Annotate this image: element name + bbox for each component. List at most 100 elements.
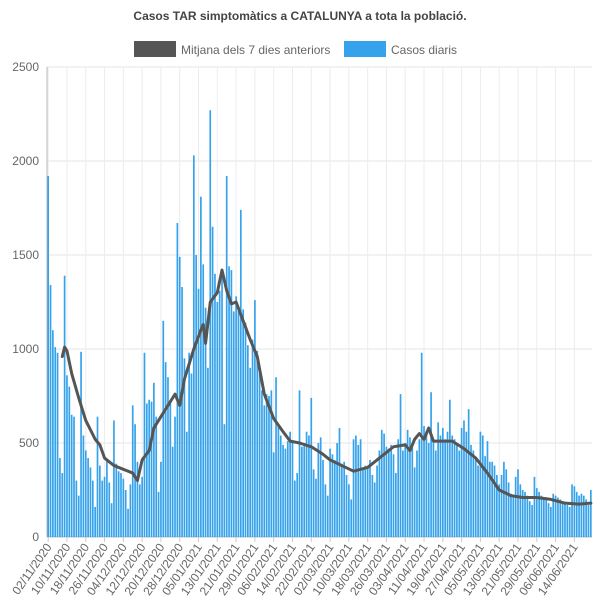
bar-daily-case: [94, 506, 96, 537]
bar-daily-case: [441, 427, 444, 537]
bar-daily-case: [52, 330, 54, 537]
bar-daily-case: [59, 458, 61, 537]
y-tick-label: 0: [32, 530, 39, 544]
bar-daily-case: [439, 435, 442, 537]
bar-daily-case: [61, 473, 64, 537]
bar-daily-case: [392, 454, 395, 537]
bar-daily-case: [467, 409, 470, 537]
bar-daily-case: [413, 467, 416, 537]
bar-daily-case: [331, 454, 334, 537]
bar-daily-case: [84, 450, 87, 537]
bar-daily-case: [291, 443, 294, 537]
bar-daily-case: [214, 273, 216, 537]
bar-daily-case: [348, 484, 350, 537]
bar-daily-case: [286, 441, 289, 537]
bar-daily-case: [174, 416, 176, 537]
bar-daily-case: [54, 347, 57, 537]
bar-daily-case: [317, 443, 320, 537]
bar-daily-case: [465, 431, 468, 537]
bar-daily-case: [545, 499, 548, 537]
legend-swatch-average: [134, 41, 176, 57]
bar-daily-case: [56, 352, 59, 537]
grid: [46, 66, 592, 538]
bar-daily-case: [301, 446, 303, 537]
bar-daily-case: [376, 465, 378, 537]
bar-daily-case: [326, 495, 329, 537]
bar-daily-case: [155, 416, 158, 537]
bar-daily-case: [141, 476, 143, 537]
bar-daily-case: [324, 484, 327, 537]
bar-daily-case: [559, 499, 562, 537]
bar-daily-case: [557, 497, 559, 537]
bar-daily-case: [589, 490, 592, 537]
bar-daily-case: [115, 463, 118, 537]
bar-daily-case: [63, 275, 66, 537]
bar-daily-case: [395, 473, 397, 537]
bar-daily-case: [89, 467, 92, 537]
bar-daily-case: [131, 405, 134, 537]
bar-daily-case: [270, 390, 273, 537]
bar-daily-case: [322, 459, 324, 537]
bar-daily-case: [460, 427, 463, 537]
bar-daily-case: [183, 358, 186, 537]
bar-daily-case: [254, 300, 256, 537]
bar-daily-case: [251, 339, 254, 537]
bar-daily-case: [582, 495, 585, 537]
legend-label-average: Mitjana dels 7 dies anteriors: [181, 43, 330, 57]
bar-daily-case: [303, 443, 306, 537]
bar-daily-case: [533, 476, 536, 537]
bar-daily-case: [488, 461, 491, 537]
bar-daily-case: [298, 390, 301, 537]
bar-daily-case: [148, 399, 151, 537]
bar-daily-case: [538, 491, 540, 537]
bar-daily-case: [521, 490, 524, 537]
bar-daily-case: [336, 443, 338, 537]
bar-daily-case: [225, 176, 228, 538]
bar-daily-case: [228, 266, 230, 537]
bar-daily-case: [230, 270, 233, 537]
bar-daily-case: [571, 484, 573, 537]
bar-daily-case: [247, 345, 249, 537]
bar-daily-case: [528, 501, 531, 537]
bar-daily-case: [364, 465, 367, 537]
bar-daily-case: [463, 420, 465, 537]
bar-daily-case: [434, 450, 437, 537]
bar-daily-case: [101, 480, 104, 537]
bar-daily-case: [279, 435, 282, 537]
bar-daily-case: [235, 296, 237, 537]
bar-daily-case: [338, 427, 341, 537]
bar-daily-case: [362, 469, 364, 537]
bar-daily-case: [120, 473, 122, 537]
bar-daily-case: [106, 459, 108, 537]
bar-daily-case: [108, 482, 111, 537]
bar-daily-case: [564, 503, 566, 537]
bar-daily-case: [221, 270, 223, 537]
bar-daily-case: [566, 505, 569, 537]
y-tick-label: 2500: [12, 60, 39, 74]
legend-item-average[interactable]: Mitjana dels 7 dies anteriors: [134, 41, 330, 57]
bar-daily-case: [237, 307, 240, 537]
bar-daily-case: [573, 486, 576, 537]
bar-daily-case: [249, 367, 252, 537]
bar-daily-case: [371, 474, 374, 537]
bar-daily-case: [345, 474, 348, 537]
bar-daily-case: [202, 264, 205, 537]
bar-daily-case: [470, 444, 472, 537]
bar-daily-case: [535, 488, 538, 537]
bar-daily-case: [263, 405, 266, 537]
bar-daily-case: [524, 491, 526, 537]
bar-daily-case: [587, 505, 590, 537]
bar-daily-case: [359, 439, 362, 537]
bar-daily-case: [129, 484, 132, 537]
bar-daily-case: [265, 394, 268, 537]
bar-daily-case: [103, 476, 106, 537]
bar-daily-case: [244, 322, 247, 537]
bar-daily-case: [181, 286, 183, 537]
bar-daily-case: [82, 435, 85, 537]
bar-daily-case: [503, 461, 505, 537]
bar-daily-case: [427, 443, 430, 537]
bar-daily-case: [136, 461, 139, 537]
bar-daily-case: [200, 196, 202, 537]
legend-item-daily[interactable]: Casos diaris: [344, 41, 457, 57]
